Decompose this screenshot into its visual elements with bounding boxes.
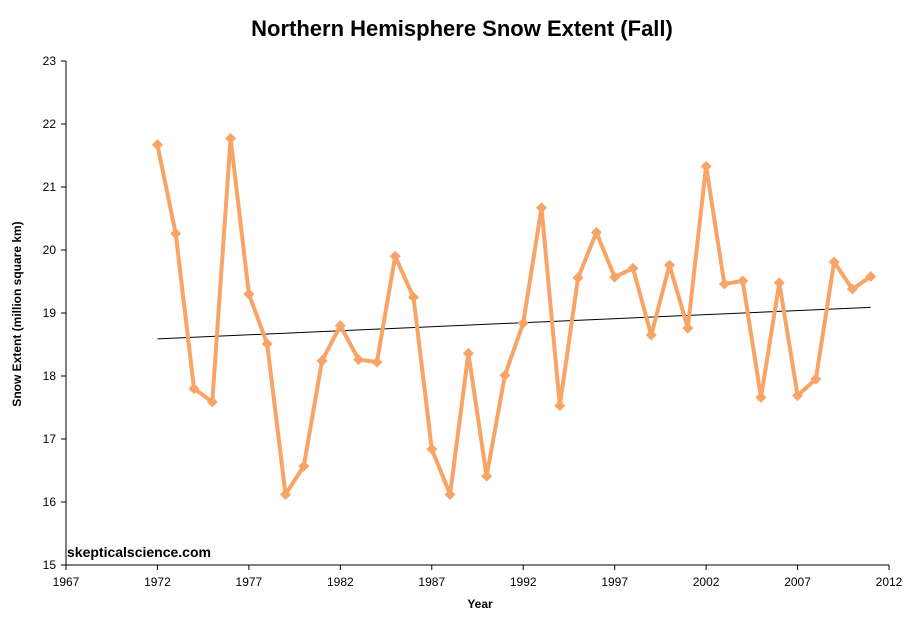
x-axis-label: Year bbox=[467, 597, 493, 611]
y-tick-label: 16 bbox=[43, 495, 57, 509]
x-tick-label: 1967 bbox=[53, 575, 80, 589]
data-point bbox=[371, 356, 383, 368]
data-point bbox=[554, 400, 566, 412]
y-tick-label: 17 bbox=[43, 432, 57, 446]
trendline bbox=[157, 306, 871, 340]
x-tick-label: 1977 bbox=[236, 575, 263, 589]
data-point bbox=[846, 283, 858, 295]
data-point bbox=[664, 259, 676, 271]
x-tick-label: 1992 bbox=[510, 575, 537, 589]
x-tick-label: 1997 bbox=[601, 575, 628, 589]
data-point bbox=[151, 139, 163, 151]
data-point bbox=[334, 320, 346, 332]
x-tick-label: 1972 bbox=[144, 575, 171, 589]
data-point bbox=[792, 390, 804, 402]
y-tick-label: 20 bbox=[43, 243, 57, 257]
data-point bbox=[718, 278, 730, 290]
data-point bbox=[426, 443, 438, 455]
tick-labels: 15 16 17 18 19 20 21 22 23 1967 1972 1977 1982 1987 19… bbox=[43, 54, 903, 589]
data-point bbox=[243, 288, 255, 300]
data-point bbox=[225, 132, 237, 144]
y-tick-label: 21 bbox=[43, 180, 57, 194]
y-tick-label: 19 bbox=[43, 306, 57, 320]
data-point bbox=[737, 275, 749, 287]
data-point bbox=[755, 391, 767, 403]
y-tick-label: 15 bbox=[43, 558, 57, 572]
y-axis-label: Snow Extent (million square km) bbox=[10, 221, 24, 406]
data-point bbox=[682, 322, 694, 334]
trendline-segment bbox=[157, 306, 871, 340]
data-point bbox=[700, 160, 712, 172]
data-point bbox=[298, 460, 310, 472]
watermark: skepticalscience.com bbox=[67, 544, 211, 560]
chart-title: Northern Hemisphere Snow Extent (Fall) bbox=[251, 16, 673, 41]
data-point bbox=[536, 202, 548, 214]
data-point bbox=[627, 262, 639, 274]
data-point bbox=[609, 271, 621, 283]
data-point bbox=[444, 488, 456, 500]
data-point bbox=[389, 250, 401, 262]
x-tick-label: 2012 bbox=[876, 575, 903, 589]
data-point bbox=[572, 272, 584, 284]
data-point bbox=[407, 291, 419, 303]
data-point bbox=[188, 383, 200, 395]
axes bbox=[61, 60, 890, 570]
x-tick-label: 1987 bbox=[418, 575, 445, 589]
data-point bbox=[810, 373, 822, 385]
x-tick-label: 2007 bbox=[784, 575, 811, 589]
y-tick-label: 18 bbox=[43, 369, 57, 383]
data-point bbox=[865, 270, 877, 282]
x-tick-label: 1982 bbox=[327, 575, 354, 589]
data-point bbox=[828, 256, 840, 268]
data-point bbox=[206, 396, 218, 408]
x-tick-label: 2002 bbox=[693, 575, 720, 589]
y-tick-label: 22 bbox=[43, 117, 57, 131]
data-point bbox=[481, 470, 493, 482]
data-point bbox=[645, 329, 657, 341]
y-tick-label: 23 bbox=[43, 54, 57, 68]
series-line bbox=[155, 136, 873, 497]
data-point bbox=[590, 226, 602, 238]
data-point bbox=[279, 488, 291, 500]
series-snow-extent bbox=[151, 132, 877, 500]
data-point bbox=[261, 338, 273, 350]
data-point bbox=[462, 347, 474, 359]
data-point bbox=[499, 369, 511, 381]
data-point bbox=[517, 317, 529, 329]
data-point bbox=[353, 354, 365, 366]
data-point bbox=[316, 355, 328, 367]
data-point bbox=[170, 228, 182, 240]
data-point bbox=[773, 277, 785, 289]
